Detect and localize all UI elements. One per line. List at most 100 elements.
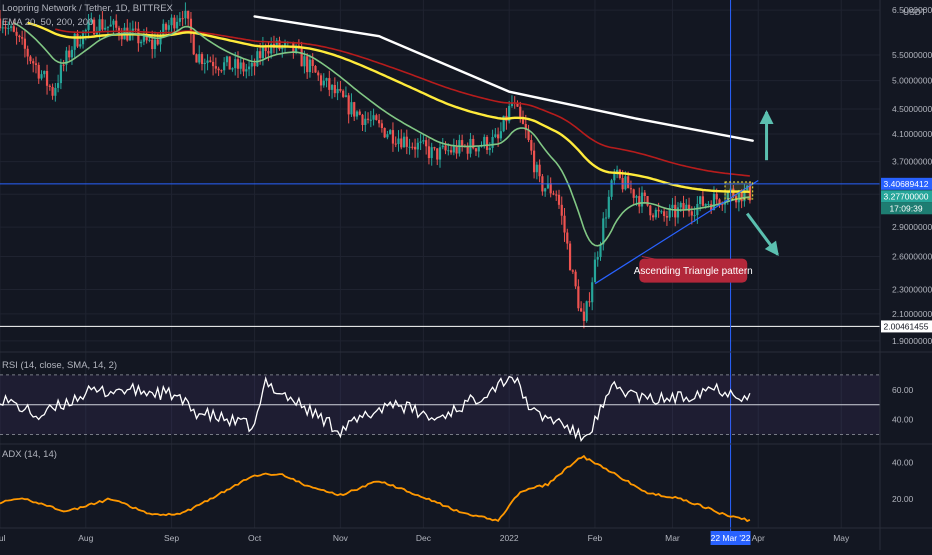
candle-body <box>430 147 433 159</box>
price-pane[interactable]: Ascending Triangle pattern <box>0 0 880 540</box>
candle-body <box>353 102 356 117</box>
candle-body <box>555 194 558 196</box>
candle-body <box>176 21 179 29</box>
candle-body <box>710 203 713 211</box>
candle-body <box>408 146 411 148</box>
candle-body <box>602 218 605 245</box>
price-tick-label: 1.90000000 <box>892 336 932 346</box>
ema-20-line <box>13 22 750 247</box>
candle-body <box>98 19 101 33</box>
candle-body <box>483 136 486 146</box>
candle-body <box>0 18 2 29</box>
candle-body <box>264 45 267 52</box>
candle-body <box>530 140 533 151</box>
candle-body <box>743 190 746 202</box>
support-badge-text: 2.00461455 <box>884 321 929 331</box>
candle-body <box>646 196 649 206</box>
candle-body <box>580 308 583 312</box>
candle-body <box>90 19 93 23</box>
candle-body <box>638 196 641 207</box>
candle-body <box>519 106 522 117</box>
candle-body <box>577 286 580 309</box>
candle-body <box>109 24 112 27</box>
candle-body <box>128 30 132 41</box>
candle-body <box>538 164 541 177</box>
candle-body <box>413 146 417 150</box>
rsi-pane[interactable] <box>0 374 880 442</box>
candle-body <box>400 138 403 148</box>
candle-body <box>391 130 395 144</box>
candle-body <box>256 51 259 67</box>
price-tick-label: 5.50000000 <box>892 50 932 60</box>
symbol-legend[interactable]: Loopring Network / Tether, 1D, BITTREX <box>2 3 173 14</box>
candle-body <box>198 54 201 63</box>
adx-tick-label: 20.00 <box>892 494 914 504</box>
candle-body <box>54 87 57 96</box>
candle-body <box>402 136 406 148</box>
candle-body <box>444 145 447 151</box>
candle-body <box>311 59 314 67</box>
candle-body <box>466 145 469 154</box>
candle-body <box>112 20 115 25</box>
support-badge-bg <box>881 320 932 333</box>
candle-body <box>499 131 502 139</box>
candle-body <box>474 148 478 152</box>
candle-body <box>29 56 32 62</box>
candle-body <box>12 26 15 32</box>
candle-body <box>516 103 519 107</box>
time-tick-label: 2022 <box>500 533 519 543</box>
candle-body <box>225 56 229 63</box>
candle-body <box>419 141 422 143</box>
candle-body <box>23 38 27 49</box>
annotation-text: Ascending Triangle pattern <box>634 266 753 277</box>
adx-legend[interactable]: ADX (14, 14) <box>2 449 57 460</box>
candle-body <box>422 140 425 142</box>
rsi-legend[interactable]: RSI (14, close, SMA, 14, 2) <box>2 360 118 371</box>
candle-body <box>491 136 494 148</box>
candle-body <box>214 66 217 69</box>
candle-body <box>104 27 107 30</box>
candle-body <box>151 39 154 50</box>
adx-pane[interactable] <box>0 454 751 523</box>
candle-body <box>48 85 51 87</box>
candle-body <box>239 62 242 69</box>
price-tick-label: 2.30000000 <box>892 284 932 294</box>
price-tick-label: 2.60000000 <box>892 252 932 262</box>
candle-body <box>167 25 170 30</box>
candle-body <box>73 33 76 50</box>
candle-body <box>394 143 397 145</box>
price-tick-label: 5.00000000 <box>892 76 932 86</box>
candle-body <box>87 22 90 30</box>
annotation-box <box>639 258 748 283</box>
candle-body <box>173 17 176 29</box>
candle-body <box>159 35 162 45</box>
candle-body <box>59 64 62 84</box>
candle-body <box>164 23 168 30</box>
candle-body <box>748 185 752 201</box>
candle-body <box>535 164 538 173</box>
candle-body <box>283 42 287 47</box>
candle-body <box>153 39 157 50</box>
adx-tick-label: 40.00 <box>892 458 914 468</box>
candle-body <box>668 208 671 218</box>
candle-body <box>488 147 491 150</box>
candle-body <box>494 134 497 137</box>
candle-body <box>76 33 79 47</box>
candle-body <box>350 102 353 115</box>
candle-body <box>344 95 348 97</box>
time-tick-label: Sep <box>164 533 179 543</box>
candle-body <box>189 18 193 35</box>
candle-body <box>195 54 198 63</box>
candle-body <box>651 215 655 218</box>
candle-body <box>660 211 663 213</box>
candle-body <box>455 145 458 154</box>
candle-body <box>364 118 367 125</box>
candle-body <box>333 84 336 94</box>
candle-body <box>704 204 707 206</box>
ema-legend[interactable]: EMA 20, 50, 200, 200 <box>2 17 94 28</box>
candle-body <box>330 84 334 90</box>
candle-body <box>718 199 721 205</box>
